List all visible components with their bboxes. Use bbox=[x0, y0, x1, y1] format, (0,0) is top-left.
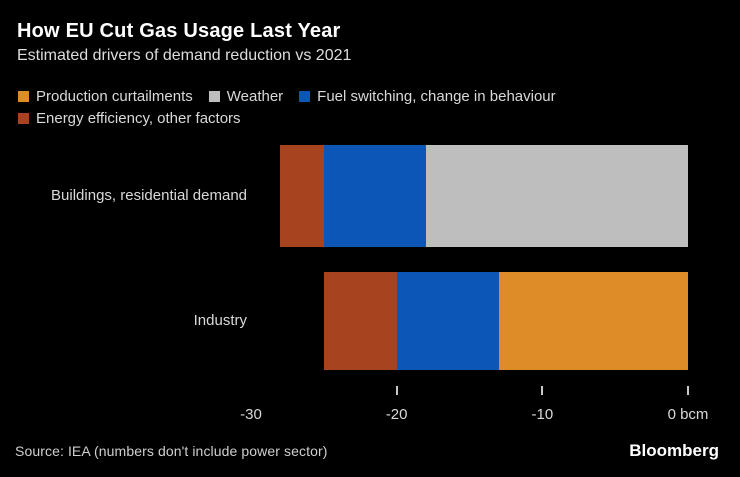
bar-segment bbox=[396, 272, 499, 370]
bar-segment bbox=[425, 145, 688, 247]
legend-row: Energy efficiency, other factors bbox=[18, 107, 572, 129]
x-axis-tick-mark bbox=[687, 386, 689, 395]
x-axis-tick-label: -20 bbox=[385, 406, 408, 423]
legend-item: Weather bbox=[208, 87, 284, 105]
page-title: How EU Cut Gas Usage Last Year bbox=[17, 20, 341, 42]
bar-segment bbox=[498, 272, 688, 370]
legend-row: Production curtailments Weather Fuel switc… bbox=[18, 85, 572, 107]
page-subtitle: Estimated drivers of demand reduction vs… bbox=[17, 47, 352, 64]
bar-segment bbox=[323, 272, 397, 370]
legend-label: Energy efficiency, other factors bbox=[36, 109, 241, 127]
legend-swatch-icon bbox=[208, 90, 220, 102]
bar-segment bbox=[323, 145, 426, 247]
legend-item: Energy efficiency, other factors bbox=[18, 110, 241, 127]
bar-row bbox=[251, 272, 688, 370]
legend-swatch-icon bbox=[18, 90, 29, 102]
legend: Production curtailments Weather Fuel switc… bbox=[18, 85, 572, 129]
x-axis-tick-label: 0 bcm bbox=[667, 406, 709, 423]
legend-swatch-icon bbox=[299, 90, 311, 102]
legend-item: Production curtailments bbox=[18, 88, 193, 105]
bar-segment bbox=[280, 145, 324, 247]
bloomberg-logo: Bloomberg bbox=[629, 441, 719, 460]
bar-row bbox=[251, 145, 688, 247]
x-axis-tick-label: -10 bbox=[531, 406, 554, 423]
x-axis-tick-mark bbox=[541, 386, 544, 395]
source-note: Source: IEA (numbers don't include power… bbox=[15, 443, 328, 459]
legend-label: Production curtailments bbox=[36, 87, 193, 105]
category-label: Buildings, residential demand bbox=[51, 187, 247, 204]
x-axis-tick-mark bbox=[395, 386, 398, 395]
legend-label: Fuel switching, change in behaviour bbox=[317, 87, 556, 105]
legend-label: Weather bbox=[226, 87, 284, 105]
legend-item: Fuel switching, change in behaviour bbox=[299, 87, 556, 105]
x-axis-tick-label: -30 bbox=[240, 406, 262, 423]
legend-swatch-icon bbox=[18, 112, 29, 124]
category-label: Industry bbox=[193, 312, 247, 329]
